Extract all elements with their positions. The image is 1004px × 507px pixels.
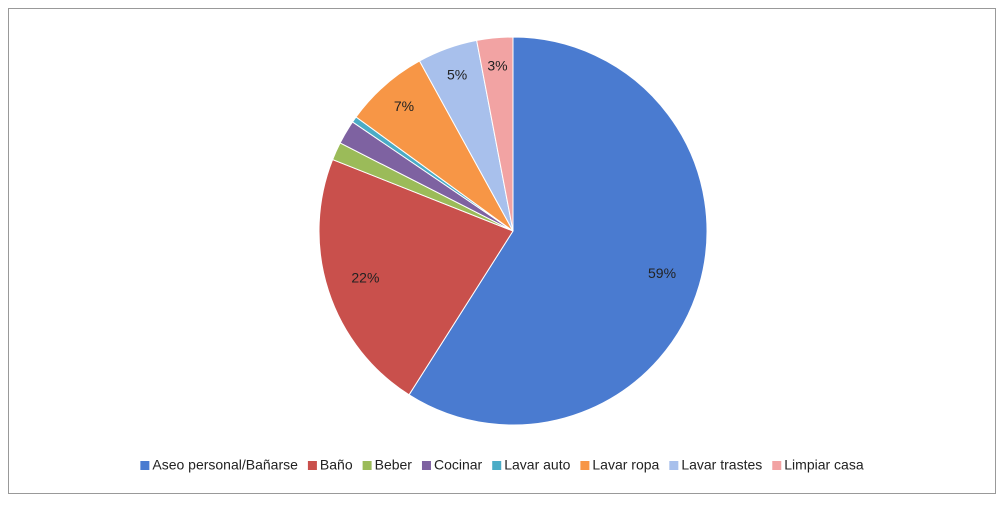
legend-label: Lavar ropa xyxy=(592,457,659,473)
legend-label: Lavar auto xyxy=(504,457,570,473)
data-label: 7% xyxy=(394,98,414,114)
data-label: 3% xyxy=(487,58,507,74)
legend-swatch xyxy=(362,461,372,470)
pie-slice xyxy=(476,36,514,232)
pie-slice xyxy=(318,158,514,396)
legend-label: Cocinar xyxy=(434,457,483,473)
legend-label: Aseo personal/Bañarse xyxy=(152,457,298,473)
legend-swatch xyxy=(492,461,502,470)
legend-label: Beber xyxy=(375,457,413,473)
legend-swatch xyxy=(580,461,590,470)
legend-swatch xyxy=(669,461,679,470)
legend-swatch xyxy=(772,461,782,470)
data-label: 59% xyxy=(648,265,676,281)
pie-slice xyxy=(408,36,708,426)
data-label: 5% xyxy=(447,67,467,83)
legend-label: Baño xyxy=(320,457,353,473)
legend-label: Lavar trastes xyxy=(681,457,762,473)
legend-label: Limpiar casa xyxy=(784,457,864,473)
legend-swatch xyxy=(140,461,150,470)
data-label: 22% xyxy=(351,270,379,286)
legend-swatch xyxy=(421,461,431,470)
legend-swatch xyxy=(307,461,317,470)
